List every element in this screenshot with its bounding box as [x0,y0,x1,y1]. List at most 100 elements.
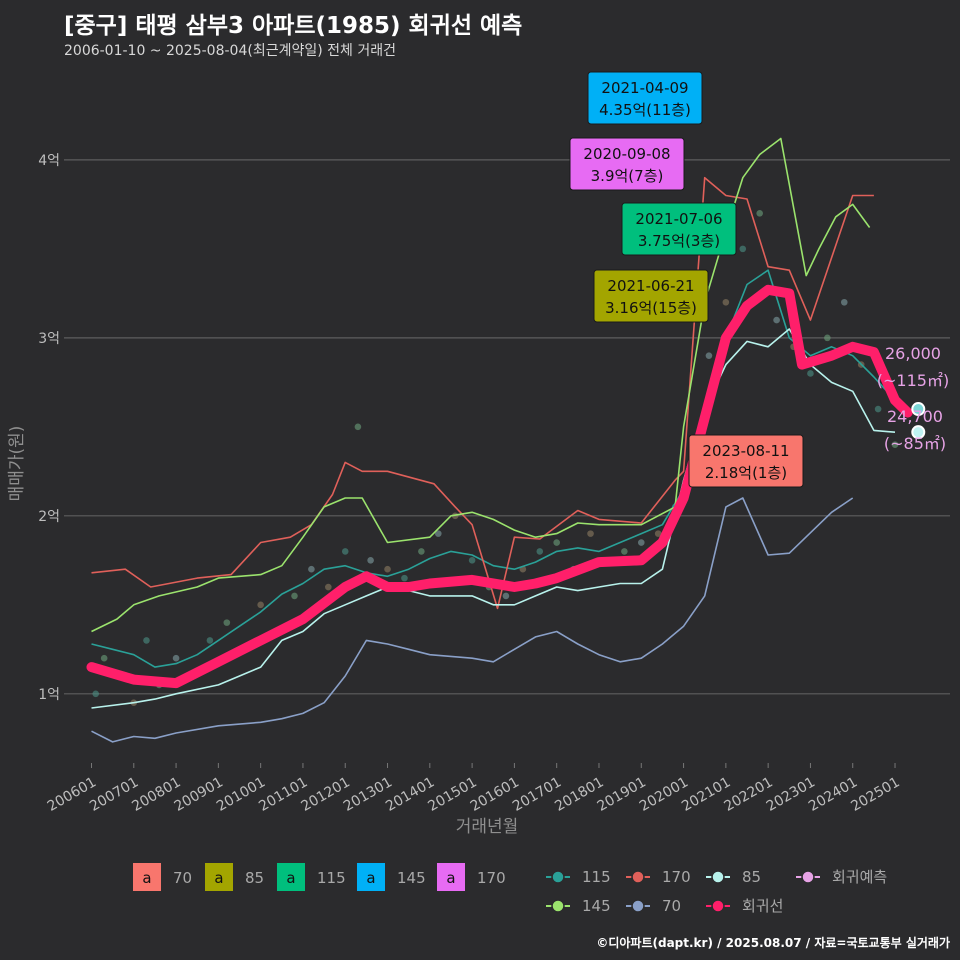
source-footer: ©디아파트(dapt.kr) / 2025.08.07 / 자료=국토교통부 실… [596,936,950,950]
x-axis-label: 거래년월 [456,817,519,837]
annotation-price: 3.9억(7층) [591,167,664,185]
legend-fill-swatch [277,863,305,891]
annotation-2021-04-09: 2021-04-09 4.35억(11층) [587,71,703,125]
data-point [401,574,408,582]
legend-fill-swatch [437,863,465,891]
axes: 1억2억3억4억20060120070120080120090120100120… [7,153,903,837]
annotation-box [587,71,703,125]
legend-line-115: 115 [546,868,611,886]
data-point [206,637,214,644]
legend-fill-glyph: a [446,869,455,887]
data-point [773,316,780,324]
series-line-145 [91,137,871,633]
chart-subtitle: 2006-01-10 ~ 2025-08-04(최근계약일) 전체 거래건 [64,43,396,59]
y-tick-label: 3억 [38,331,60,347]
forecast-marker [911,402,926,417]
data-point [807,370,814,377]
legend-line-dot [711,899,725,913]
data-point [891,441,899,448]
data-point [418,548,425,555]
data-point [384,565,391,573]
data-point [291,592,298,600]
legend-line-label: 115 [582,868,611,886]
y-tick-label: 1억 [38,687,60,703]
y-tick-label: 2억 [38,509,60,525]
data-point [100,654,108,662]
annotation-date: 2023-08-11 [702,442,789,460]
legend-line-70: 70 [626,897,681,915]
forecast-area: (~85㎡) [884,434,946,453]
legend-line-회귀선: 회귀선 [706,897,783,915]
data-point [341,548,349,555]
legend-line-dot [801,870,815,884]
legend: a 70 a 85 a 115 a 145 a 170 115 170 85 회귀예측 145 70 회귀선 [133,863,887,915]
annotation-date: 2021-06-21 [607,277,694,295]
annotation-price: 4.35억(11층) [599,101,691,119]
legend-line-label: 145 [582,897,611,915]
annotation-2023-08-11: 2023-08-11 2.18억(1층) [688,434,804,488]
annotation-price: 3.75억(3층) [638,232,720,250]
data-point [325,583,332,591]
annotation-date: 2021-04-09 [601,79,688,97]
legend-fill-145: a 145 [357,863,426,891]
regression-layer [86,284,913,689]
data-point [468,557,476,564]
data-point [739,245,747,253]
data-point [553,539,560,546]
annotations: 2021-04-09 4.35억(11층) 2020-09-083.9억(7층) 20… [569,71,804,488]
y-axis-label: 매매가(원) [7,426,27,502]
data-point [308,565,315,573]
legend-fill-glyph: a [142,869,151,887]
legend-fill-glyph: a [214,869,223,887]
legend-line-85: 85 [706,868,761,886]
legend-line-label: 85 [742,868,761,886]
legend-line-dot [711,870,725,884]
annotation-2020-09-08: 2020-09-08 3.9억(7층) [569,137,685,191]
data-point [536,548,544,555]
y-tick-label: 4억 [38,153,60,169]
series-lines [91,137,896,743]
forecast-value: 24,700 [887,407,943,426]
data-point [722,298,730,306]
data-point [705,352,713,359]
series-line-115 [91,269,896,668]
legend-line-label: 170 [662,868,691,886]
annotation-box [593,269,709,323]
legend-line-label: 70 [662,897,681,915]
regression-line [86,284,913,689]
legend-fill-115: a 115 [277,863,346,891]
grid-layer [64,159,950,695]
data-point [434,530,442,537]
legend-line-회귀예측: 회귀예측 [796,868,887,886]
legend-line-label: 회귀예측 [832,868,887,886]
chart-title: [중구] 태평 삼부3 아파트(1985) 회귀선 예측 [64,13,523,39]
annotation-2021-07-06: 2021-07-06 3.75억(3층) [621,202,737,256]
data-point [92,690,100,698]
data-point [502,592,510,600]
data-point [874,405,882,413]
legend-fill-swatch [205,863,233,891]
data-point [223,619,231,626]
legend-fill-label: 170 [477,869,506,887]
data-point [257,601,264,609]
legend-fill-swatch [133,863,161,891]
legend-line-label: 회귀선 [742,897,783,915]
data-point [621,548,628,555]
data-point [637,539,645,546]
data-point [354,423,362,431]
forecast-marker [911,425,926,440]
legend-fill-label: 85 [245,869,264,887]
forecast-labels: 26,000 (~115㎡) 24,700 (~85㎡) [877,344,949,453]
annotation-box [569,137,685,191]
series-line-170 [91,176,874,610]
annotation-price: 2.18억(1층) [705,464,787,482]
data-point [367,557,374,564]
legend-fill-label: 115 [317,869,346,887]
legend-fill-70: a 70 [133,863,192,891]
annotation-2021-06-21: 2021-06-21 3.16억(15층) [593,269,709,323]
annotation-box [621,202,737,256]
series-line-85 [91,328,896,709]
legend-line-145: 145 [546,897,611,915]
legend-fill-label: 145 [397,869,426,887]
